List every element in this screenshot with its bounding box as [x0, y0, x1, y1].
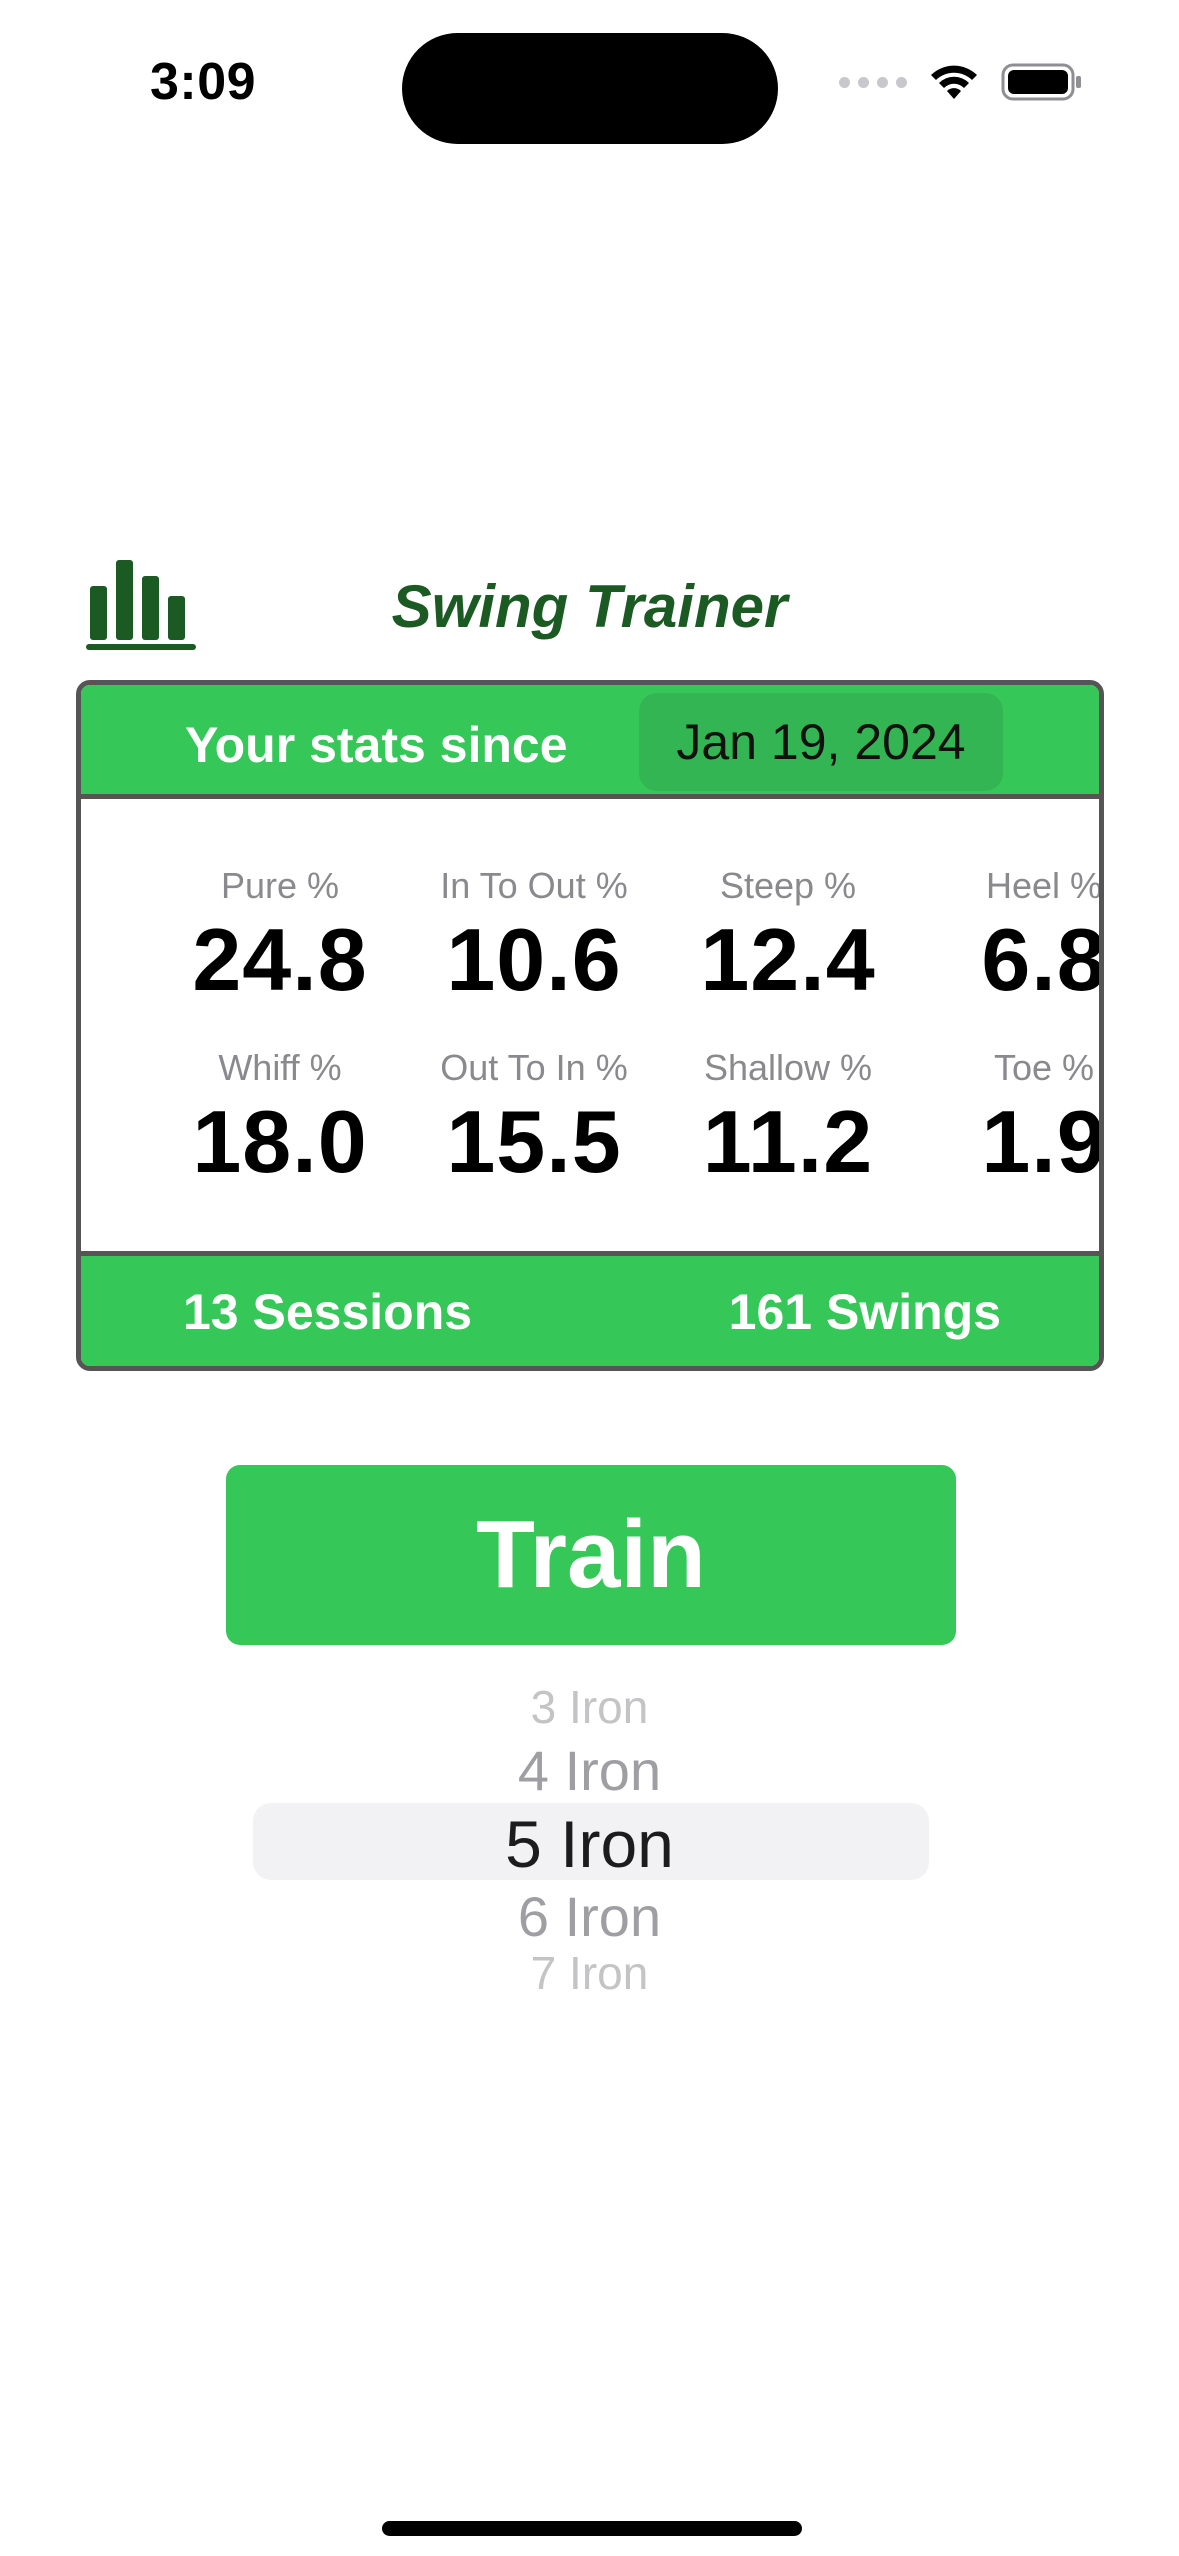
stat-label: Steep % [719, 865, 857, 906]
stats-card-footer: 13 Sessions 161 Swings [81, 1251, 1099, 1366]
stat-toe: Toe % 1.9 [917, 1047, 1104, 1193]
picker-item[interactable]: 7 Iron [530, 1947, 649, 1999]
stat-label: Whiff % [218, 1047, 342, 1088]
picker-item[interactable]: 3 Iron [530, 1681, 649, 1733]
dynamic-island [402, 33, 778, 144]
stats-chart-button[interactable] [86, 556, 196, 657]
stat-value: 1.9 [981, 1092, 1104, 1191]
stat-pure: Pure % 24.8 [153, 865, 407, 1011]
stat-value: 6.8 [981, 910, 1104, 1009]
stat-whiff: Whiff % 18.0 [153, 1047, 407, 1193]
stats-card: Your stats since Jan 19, 2024 Pure % 24.… [76, 680, 1104, 1371]
battery-icon [1001, 63, 1081, 101]
stats-card-header: Your stats since Jan 19, 2024 [81, 685, 1099, 799]
train-button[interactable]: Train [226, 1465, 956, 1645]
picker-selection-highlight [253, 1803, 929, 1880]
stat-label: Out To In % [440, 1047, 628, 1088]
since-date-picker[interactable]: Jan 19, 2024 [639, 693, 1003, 791]
stat-label: Heel % [985, 865, 1103, 906]
stat-steep: Steep % 12.4 [661, 865, 915, 1011]
stat-shallow: Shallow % 11.2 [661, 1047, 915, 1193]
stats-grid: Pure % 24.8 In To Out % 10.6 Steep % 12.… [81, 799, 1099, 1245]
stat-value: 12.4 [700, 910, 876, 1009]
club-picker[interactable]: 3 Iron 4 Iron 5 Iron 6 Iron 7 Iron [0, 1680, 1179, 2000]
status-icons [839, 62, 1083, 102]
stat-label: Toe % [993, 1047, 1095, 1088]
stat-heel: Heel % 6.8 [917, 865, 1104, 1011]
stat-value: 18.0 [192, 1092, 368, 1191]
picker-item[interactable]: 4 Iron [517, 1739, 662, 1802]
wifi-icon [931, 65, 977, 99]
picker-item[interactable]: 6 Iron [517, 1885, 662, 1948]
stat-value: 15.5 [446, 1092, 622, 1191]
bar-chart-icon [86, 560, 196, 650]
stat-label: In To Out % [440, 865, 628, 906]
app-title: Swing Trainer [391, 573, 788, 640]
cellular-signal-icon [839, 76, 907, 88]
stat-out-to-in: Out To In % 15.5 [407, 1047, 661, 1193]
stat-label: Pure % [220, 865, 340, 906]
picker-item-selected[interactable]: 5 Iron [505, 1807, 674, 1881]
stat-value: 10.6 [446, 910, 622, 1009]
status-time: 3:09 [150, 53, 257, 111]
stat-in-to-out: In To Out % 10.6 [407, 865, 661, 1011]
stat-value: 11.2 [702, 1092, 874, 1191]
stat-label: Shallow % [703, 1047, 873, 1088]
swings-count: 161 Swings [728, 1284, 1001, 1340]
stat-value: 24.8 [192, 910, 368, 1009]
home-indicator[interactable] [382, 2521, 802, 2536]
stats-since-label: Your stats since [185, 717, 568, 773]
sessions-count: 13 Sessions [183, 1284, 473, 1340]
